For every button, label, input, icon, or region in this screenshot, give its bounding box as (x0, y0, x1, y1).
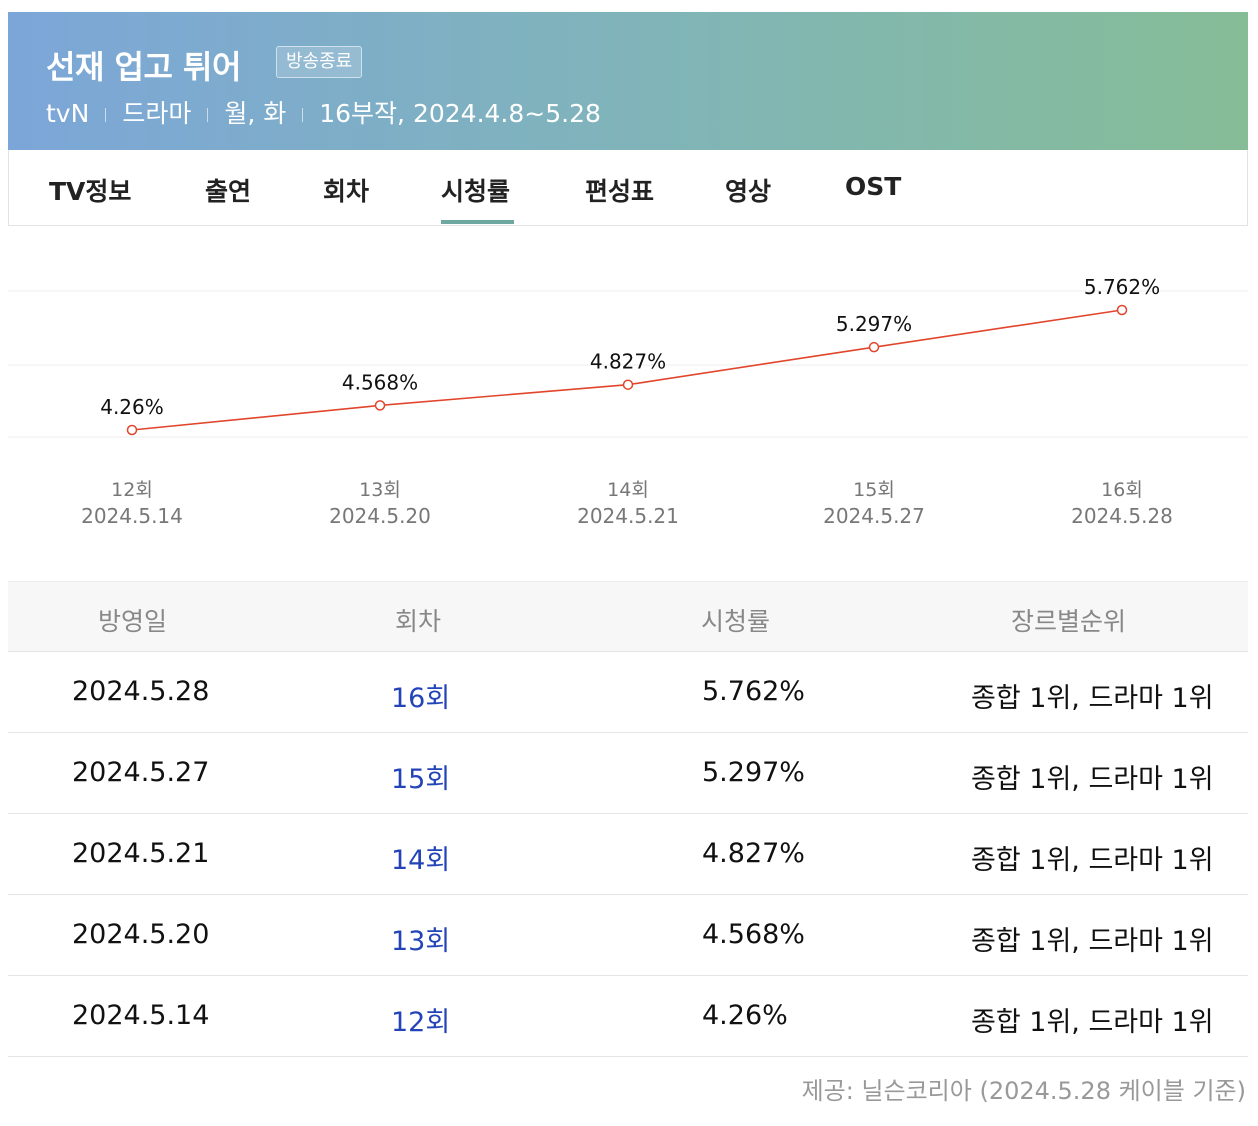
channel-label: tvN (46, 99, 90, 128)
header-date: 방영일 (98, 607, 168, 636)
cell-date: 2024.5.20 (72, 919, 210, 950)
tab-schedule[interactable]: 편성표 (585, 177, 655, 206)
data-label: 5.762% (1084, 275, 1160, 299)
data-label: 5.297% (836, 312, 912, 336)
divider (302, 108, 304, 122)
x-tick-episode: 12회 (111, 479, 153, 501)
cell-rank: 종합 1위, 드라마 1위 (971, 845, 1214, 876)
cell-rating: 5.762% (702, 676, 805, 707)
table-row: 2024.5.27 15회 5.297% 종합 1위, 드라마 1위 (8, 733, 1248, 814)
x-tick-episode: 16회 (1101, 479, 1143, 501)
active-tab-indicator (441, 220, 514, 224)
data-source-note: 제공: 닐슨코리아 (2024.5.28 케이블 기준) (801, 1077, 1246, 1105)
cell-date: 2024.5.21 (72, 838, 210, 869)
episode-link[interactable]: 14회 (391, 845, 451, 876)
divider (105, 108, 107, 122)
cell-date: 2024.5.28 (72, 676, 210, 707)
episodes-period-label: 16부작, 2024.4.8~5.28 (319, 99, 601, 128)
data-label: 4.827% (590, 350, 666, 374)
header-rank: 장르별순위 (1011, 607, 1127, 636)
x-tick-date: 2024.5.20 (329, 504, 431, 528)
table-row: 2024.5.14 12회 4.26% 종합 1위, 드라마 1위 (8, 976, 1248, 1057)
data-point (374, 400, 386, 411)
genre-label: 드라마 (122, 99, 192, 128)
data-point (126, 424, 138, 436)
program-header: 선재 업고 튀어 방송종료 tvN 드라마 월, 화 16부작, 2024.4.8~5… (8, 12, 1248, 150)
cell-rank: 종합 1위, 드라마 1위 (971, 764, 1214, 795)
ratings-line-chart: 4.26% 12회 2024.5.14 4.568% 13회 2024.5.20 4.827… (8, 275, 1248, 528)
cell-rating: 4.26% (702, 1000, 788, 1031)
header-rating: 시청률 (701, 607, 771, 636)
header-episode: 회차 (395, 607, 442, 636)
table-row: 2024.5.21 14회 4.827% 종합 1위, 드라마 1위 (8, 814, 1248, 895)
tab-bar: TV정보 출연 회차 시청률 편성표 영상 OST (8, 150, 1248, 226)
x-tick-date: 2024.5.27 (823, 504, 925, 528)
tab-ost[interactable]: OST (845, 172, 902, 201)
x-tick-episode: 15회 (853, 479, 895, 501)
cell-rank: 종합 1위, 드라마 1위 (971, 683, 1214, 714)
cell-rating: 4.827% (702, 838, 805, 869)
status-badge: 방송종료 (276, 46, 363, 78)
episode-link[interactable]: 15회 (391, 764, 451, 795)
data-label: 4.568% (342, 370, 418, 394)
x-tick-episode: 14회 (607, 479, 649, 501)
table-header: 방영일 회차 시청률 장르별순위 (8, 581, 1248, 652)
cell-date: 2024.5.27 (72, 757, 210, 788)
ratings-table: 방영일 회차 시청률 장르별순위 2024.5.28 16회 5.762% 종합… (8, 581, 1248, 1057)
cell-date: 2024.5.14 (72, 1000, 210, 1031)
cell-rank: 종합 1위, 드라마 1위 (971, 926, 1214, 957)
episode-link[interactable]: 16회 (391, 683, 451, 714)
table-row: 2024.5.20 13회 4.568% 종합 1위, 드라마 1위 (8, 895, 1248, 976)
episode-link[interactable]: 12회 (391, 1007, 451, 1038)
tab-video[interactable]: 영상 (725, 177, 772, 206)
program-meta: tvN 드라마 월, 화 16부작, 2024.4.8~5.28 (46, 94, 601, 130)
tab-cast[interactable]: 출연 (205, 177, 252, 206)
tab-tv-info[interactable]: TV정보 (49, 177, 132, 206)
tab-ratings[interactable]: 시청률 (441, 177, 511, 206)
divider (207, 108, 209, 122)
x-tick-date: 2024.5.14 (81, 504, 183, 528)
cell-rating: 5.297% (702, 757, 805, 788)
tab-episodes[interactable]: 회차 (323, 177, 370, 206)
program-title: 선재 업고 튀어 (46, 48, 241, 86)
x-tick-date: 2024.5.21 (577, 504, 679, 528)
days-label: 월, 화 (224, 99, 287, 128)
x-tick-date: 2024.5.28 (1071, 504, 1173, 528)
data-label: 4.26% (100, 395, 164, 419)
episode-link[interactable]: 13회 (391, 926, 451, 957)
table-row: 2024.5.28 16회 5.762% 종합 1위, 드라마 1위 (8, 652, 1248, 733)
data-point (622, 379, 634, 390)
cell-rating: 4.568% (702, 919, 805, 950)
cell-rank: 종합 1위, 드라마 1위 (971, 1007, 1214, 1038)
data-point (1116, 304, 1128, 316)
x-tick-episode: 13회 (359, 479, 401, 501)
data-point (868, 341, 880, 353)
